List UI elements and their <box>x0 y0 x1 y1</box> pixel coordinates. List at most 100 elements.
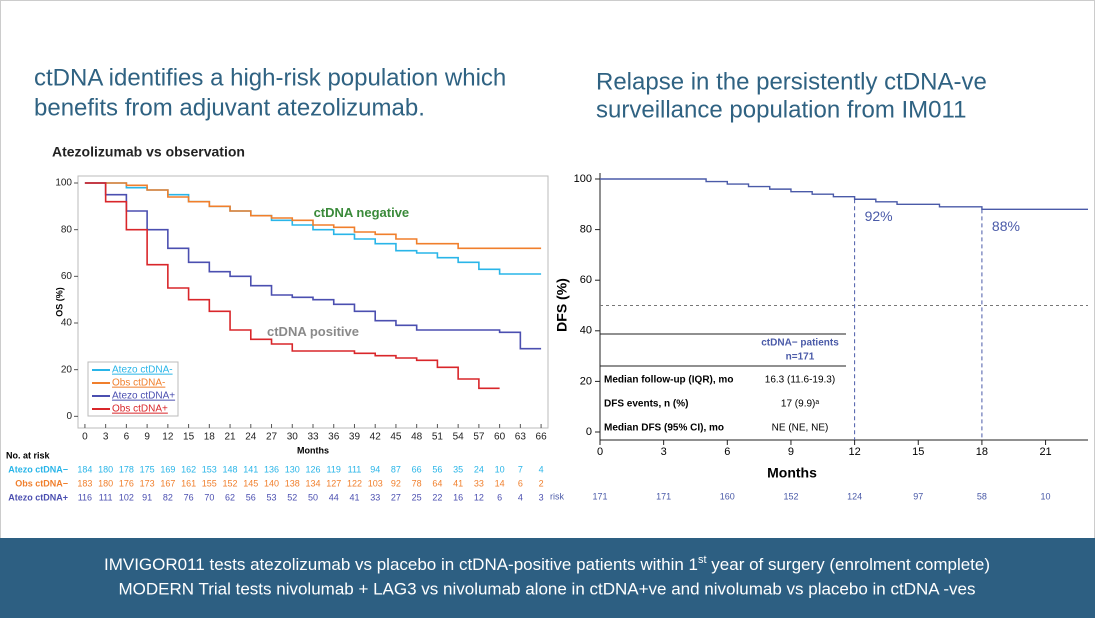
right-title: Relapse in the persistently ctDNA-ve <box>596 68 987 95</box>
curve-annotation: ctDNA negative <box>314 205 410 220</box>
y-tick-label: 0 <box>66 411 72 422</box>
table-cell: 17 (9.9)ᵃ <box>781 399 819 410</box>
risk-count: 92 <box>391 478 401 488</box>
x-axis-label: Months <box>767 465 817 481</box>
y-tick-label: 100 <box>55 178 72 189</box>
x-tick-label: 3 <box>661 446 667 458</box>
risk-count: 111 <box>348 464 362 474</box>
x-tick-label: 0 <box>597 446 603 458</box>
risk-count: 6 <box>518 478 523 488</box>
y-tick-label: 80 <box>61 224 73 235</box>
risk-count: 3 <box>539 492 544 502</box>
x-tick-label: 9 <box>144 432 150 443</box>
x-tick-label: 6 <box>124 432 130 443</box>
table-row-label: Median DFS (95% CI), mo <box>604 423 724 434</box>
risk-count: 180 <box>98 464 113 474</box>
x-tick-label: 27 <box>266 432 278 443</box>
legend-label: Obs ctDNA+ <box>112 404 168 415</box>
risk-count: 173 <box>140 478 155 488</box>
risk-count: 162 <box>181 464 196 474</box>
risk-count: 145 <box>243 478 258 488</box>
y-tick-label: 40 <box>580 325 592 337</box>
risk-count: 167 <box>160 478 175 488</box>
y-axis-label: DFS (%) <box>554 278 570 332</box>
risk-row-label: Obs ctDNA− <box>15 478 68 488</box>
x-axis-label: Months <box>297 445 329 455</box>
risk-count: 50 <box>308 492 318 502</box>
x-tick-label: 21 <box>1039 446 1051 458</box>
y-tick-label: 20 <box>580 375 592 387</box>
risk-count: 52 <box>287 492 297 502</box>
table-cell: 16.3 (11.6-19.3) <box>765 375 835 386</box>
risk-count: 4 <box>539 464 544 474</box>
x-tick-label: 42 <box>370 432 382 443</box>
chart-title: Atezolizumab vs observation <box>52 144 245 160</box>
risk-count: 12 <box>474 492 484 502</box>
table-header: n=171 <box>786 352 815 363</box>
risk-count: 91 <box>142 492 152 502</box>
risk-count: 116 <box>78 492 92 502</box>
risk-count: 24 <box>474 464 484 474</box>
risk-count: 33 <box>474 478 484 488</box>
left-title: ctDNA identifies a high-risk population … <box>34 64 506 91</box>
left-title: benefits from adjuvant atezolizumab. <box>34 94 425 121</box>
risk-count: 130 <box>285 464 300 474</box>
risk-count: 97 <box>913 491 923 501</box>
risk-count: 119 <box>327 464 341 474</box>
x-tick-label: 12 <box>848 446 860 458</box>
y-tick-label: 60 <box>580 274 592 286</box>
risk-count: 152 <box>223 478 238 488</box>
risk-count: 76 <box>184 492 194 502</box>
x-tick-label: 60 <box>494 432 506 443</box>
banner-line: MODERN Trial tests nivolumab + LAG3 vs n… <box>119 579 976 598</box>
risk-count: 56 <box>246 492 256 502</box>
risk-count: 141 <box>243 464 258 474</box>
x-tick-label: 51 <box>432 432 444 443</box>
x-tick-label: 45 <box>390 432 402 443</box>
risk-count: 152 <box>783 491 798 501</box>
risk-count: 87 <box>391 464 401 474</box>
risk-count: 10 <box>495 464 505 474</box>
risk-label: risk <box>550 491 564 501</box>
risk-count: 4 <box>518 492 523 502</box>
risk-count: 160 <box>720 491 735 501</box>
y-axis-label: OS (%) <box>54 287 64 317</box>
risk-count: 176 <box>119 478 134 488</box>
risk-count: 161 <box>181 478 196 488</box>
risk-count: 64 <box>432 478 442 488</box>
x-tick-label: 0 <box>82 432 88 443</box>
risk-count: 184 <box>77 464 92 474</box>
risk-row-label: Atezo ctDNA+ <box>8 492 68 502</box>
risk-count: 2 <box>539 478 544 488</box>
y-tick-label: 100 <box>574 173 592 185</box>
risk-count: 41 <box>349 492 359 502</box>
risk-count: 22 <box>432 492 442 502</box>
risk-count: 183 <box>77 478 92 488</box>
risk-count: 7 <box>518 464 523 474</box>
banner <box>0 538 1095 618</box>
legend-label: Atezo ctDNA- <box>112 365 173 376</box>
x-tick-label: 54 <box>453 432 465 443</box>
y-tick-label: 0 <box>586 426 592 438</box>
table-header: ctDNA− patients <box>761 338 839 349</box>
risk-count: 27 <box>391 492 401 502</box>
risk-count: 138 <box>285 478 300 488</box>
risk-count: 25 <box>412 492 422 502</box>
y-tick-label: 80 <box>580 224 592 236</box>
legend-box <box>87 361 179 417</box>
right-title: surveillance population from IM011 <box>596 96 966 123</box>
risk-count: 155 <box>202 478 217 488</box>
x-tick-label: 6 <box>724 446 730 458</box>
banner-sup: st <box>698 554 707 566</box>
risk-count: 53 <box>267 492 277 502</box>
risk-count: 171 <box>656 491 671 501</box>
risk-count: 6 <box>497 492 502 502</box>
survival-curve <box>84 182 542 250</box>
risk-count: 178 <box>119 464 134 474</box>
risk-count: 122 <box>347 478 362 488</box>
risk-count: 171 <box>592 491 607 501</box>
risk-count: 169 <box>160 464 175 474</box>
x-tick-label: 3 <box>103 432 109 443</box>
x-tick-label: 39 <box>349 432 361 443</box>
survival-curve <box>84 182 542 350</box>
